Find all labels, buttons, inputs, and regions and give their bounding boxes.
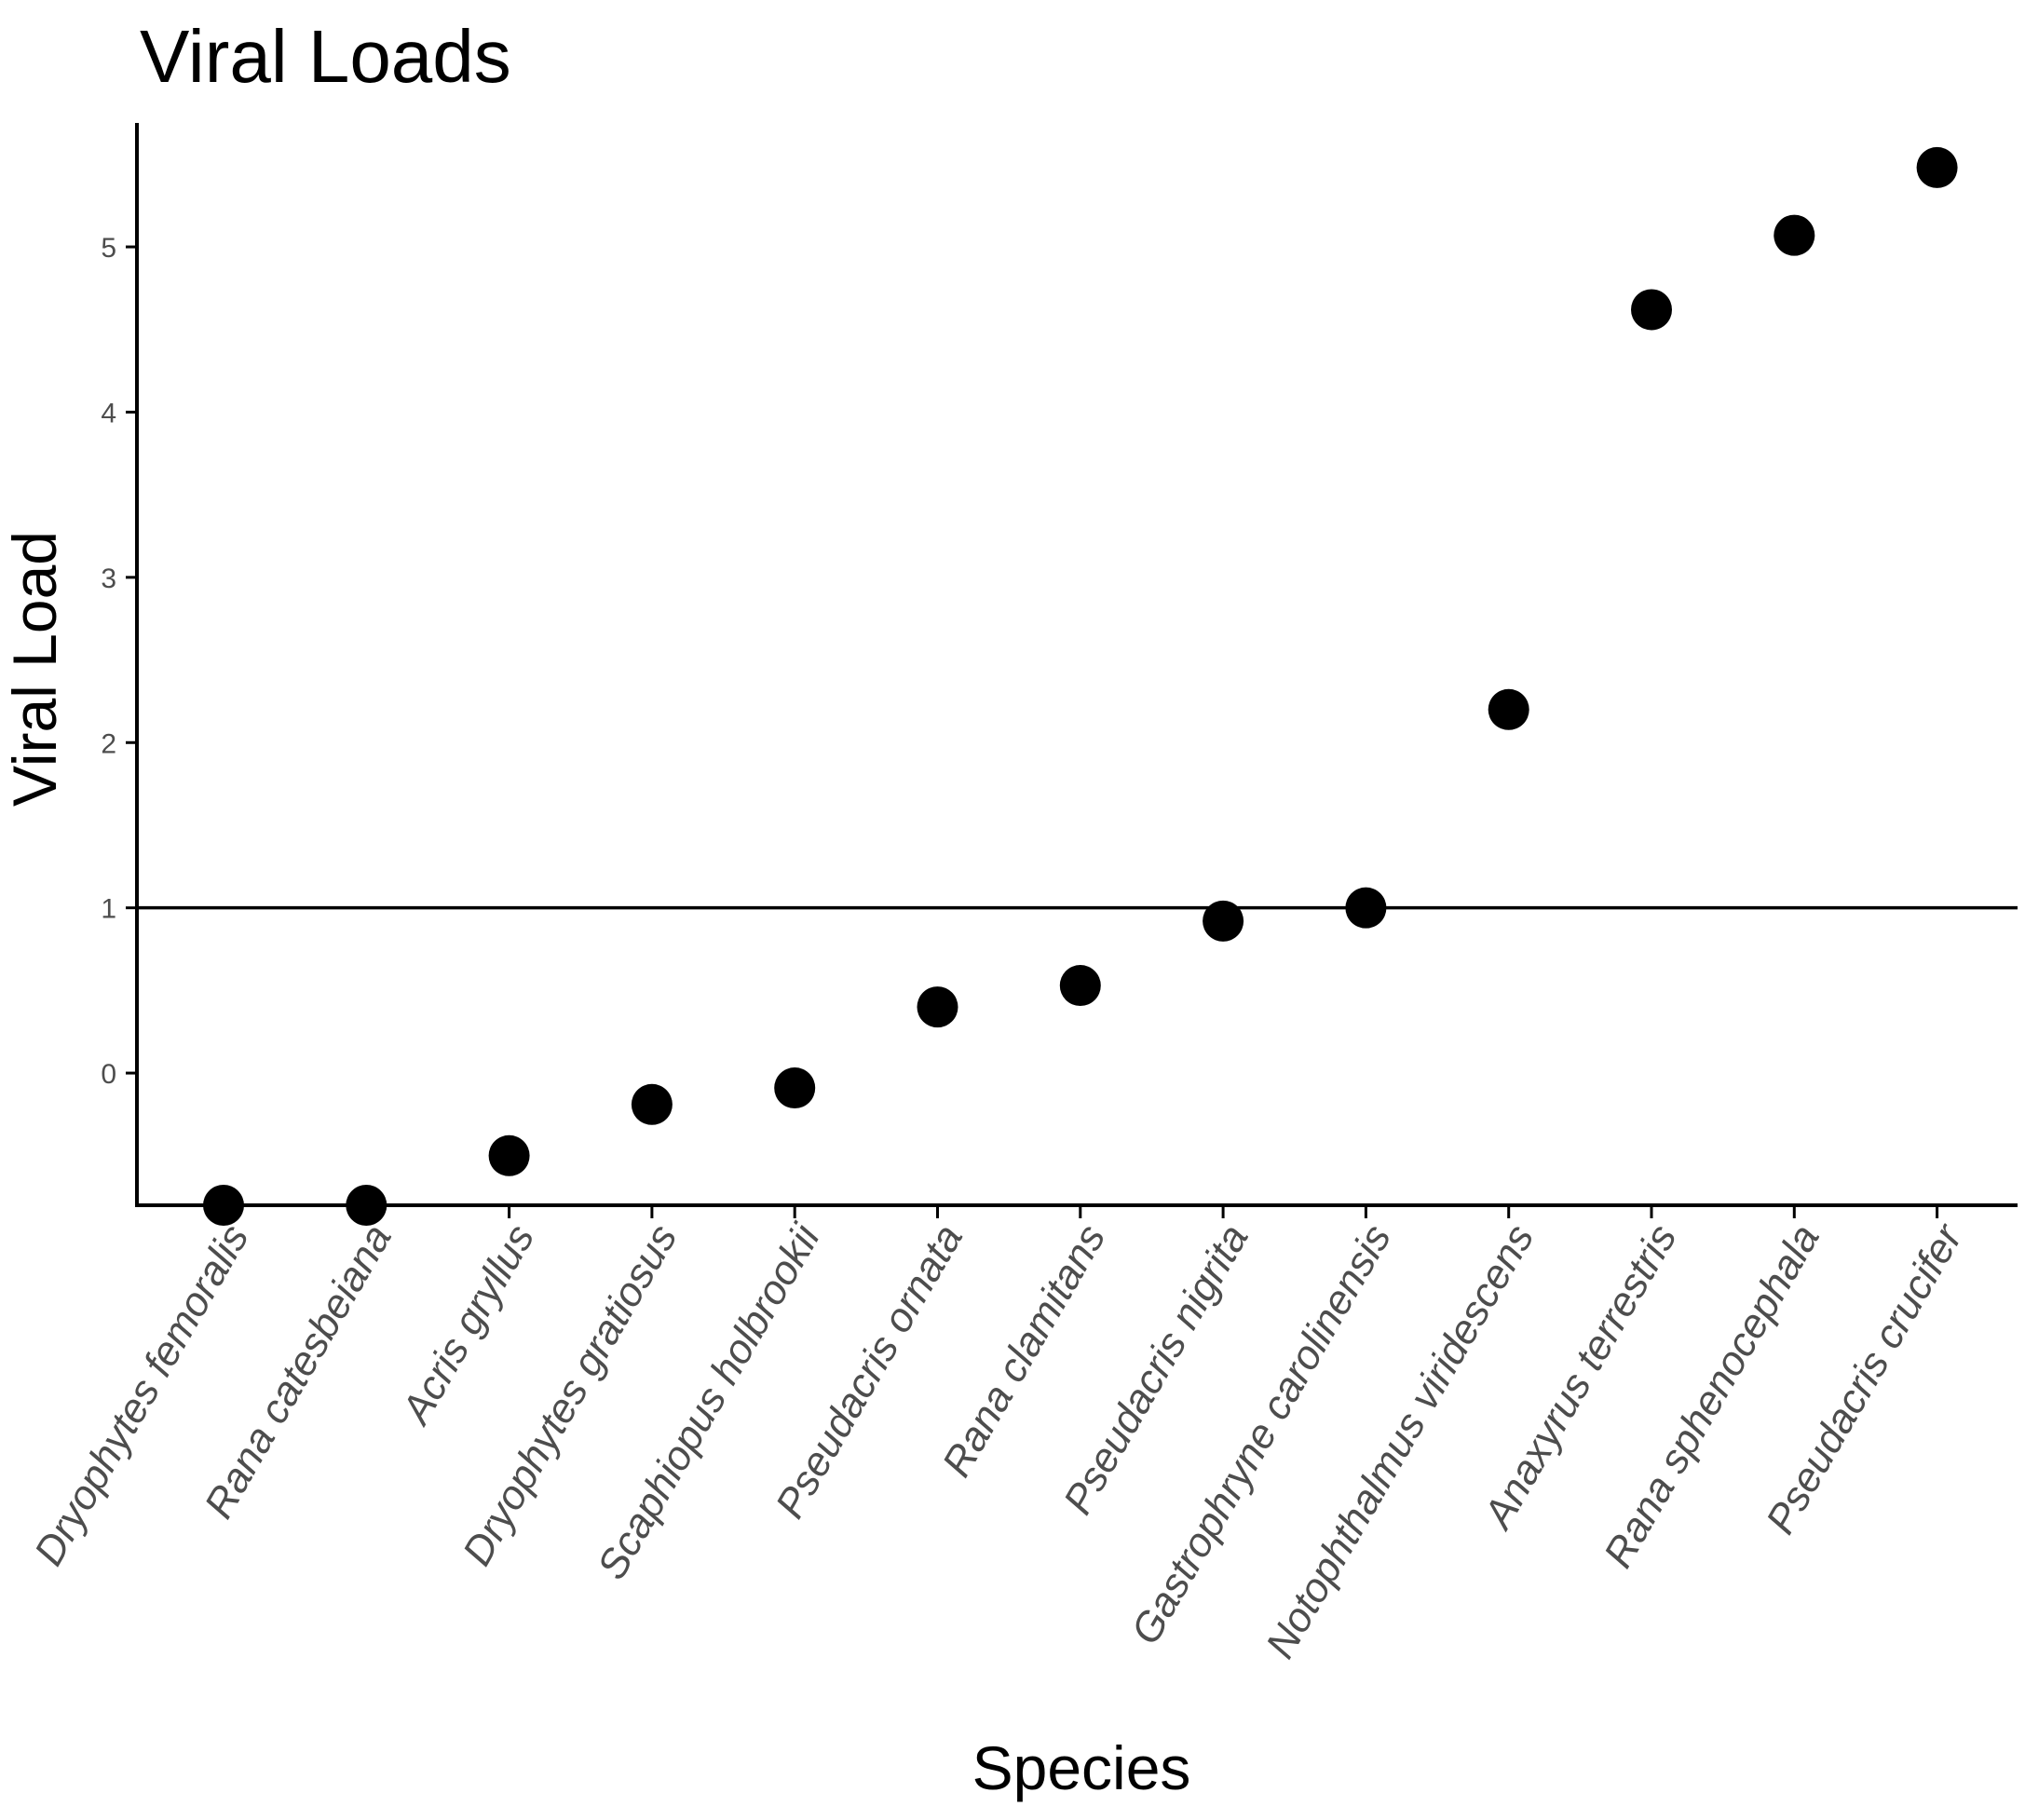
x-tick-label: Gastrophryne carolinensis bbox=[1122, 1217, 1400, 1652]
x-tick-label: Acris gryllus bbox=[392, 1217, 544, 1433]
y-tick-label: 1 bbox=[101, 894, 116, 925]
data-point bbox=[1345, 887, 1387, 929]
y-tick-label: 5 bbox=[101, 233, 116, 264]
y-tick-label: 2 bbox=[101, 728, 116, 759]
y-tick-label: 3 bbox=[101, 564, 116, 594]
data-point bbox=[488, 1134, 530, 1176]
data-point bbox=[631, 1083, 673, 1125]
data-points bbox=[203, 146, 1958, 1226]
y-axis-ticks: 0 1 2 3 4 5 bbox=[101, 233, 137, 1090]
y-tick-label: 0 bbox=[101, 1059, 116, 1090]
y-axis-title: Viral Load bbox=[0, 531, 69, 807]
data-point bbox=[774, 1067, 816, 1109]
data-point bbox=[1631, 289, 1672, 331]
chart-title: Viral Loads bbox=[140, 15, 511, 98]
y-tick-label: 4 bbox=[101, 398, 116, 428]
data-point bbox=[917, 986, 958, 1028]
data-point bbox=[1203, 900, 1244, 942]
data-point bbox=[1059, 965, 1101, 1007]
x-axis-title: Species bbox=[972, 1733, 1191, 1802]
x-tick-label: Notophthalmus viridescens bbox=[1257, 1217, 1543, 1666]
data-point bbox=[1488, 688, 1529, 730]
data-point bbox=[1774, 214, 1815, 256]
data-point bbox=[1916, 146, 1958, 188]
